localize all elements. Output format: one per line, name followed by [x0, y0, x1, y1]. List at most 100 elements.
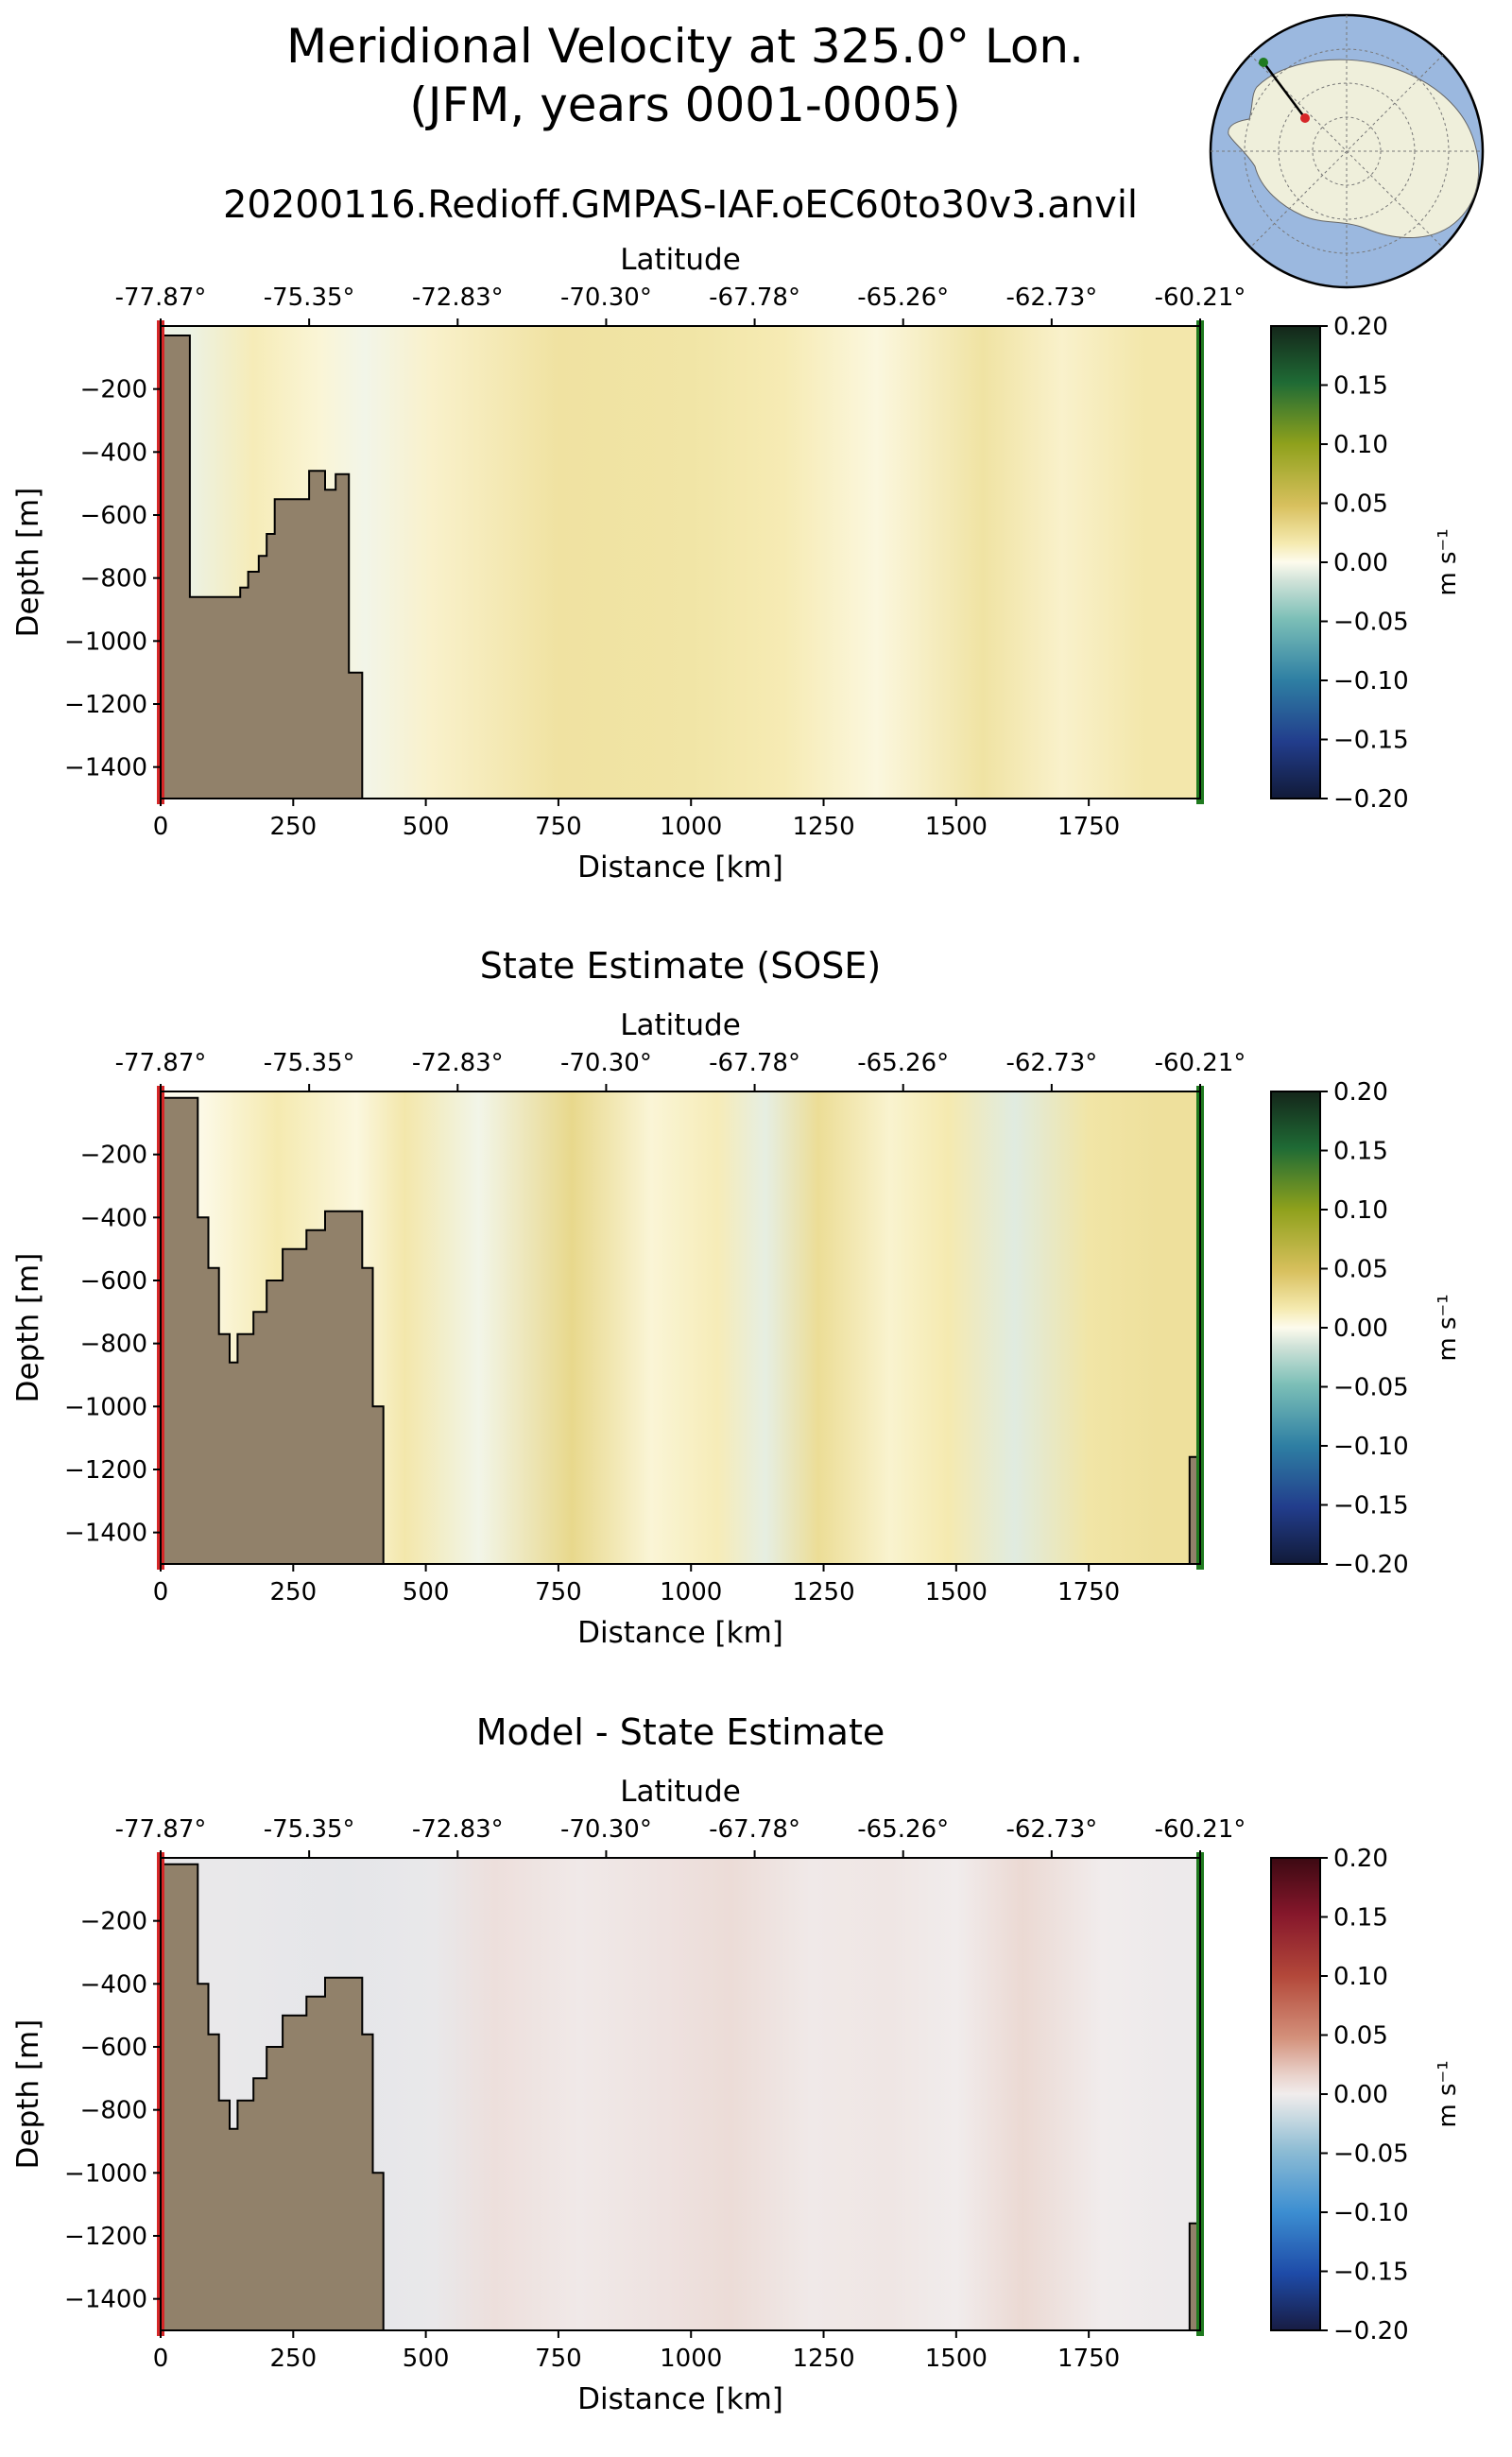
top-tick-label: -60.21° — [1155, 1815, 1246, 1844]
panel-title: Model - State Estimate — [476, 1711, 885, 1753]
colorbar-tick-label: −0.15 — [1333, 2259, 1409, 2287]
colorbar-tick-label: −0.10 — [1333, 1433, 1409, 1461]
x-tick-label: 0 — [153, 1578, 169, 1606]
top-tick-label: -72.83° — [412, 1049, 504, 1077]
y-tick-label: −1400 — [64, 754, 147, 782]
top-axis-label: Latitude — [620, 1008, 741, 1042]
x-tick-label: 750 — [535, 2345, 582, 2373]
y-axis-label: Depth [m] — [11, 488, 45, 638]
top-axis-label: Latitude — [620, 243, 741, 277]
top-tick-label: -62.73° — [1005, 284, 1097, 312]
top-tick-label: -77.87° — [115, 1049, 207, 1077]
bathymetry-shelf — [160, 335, 364, 799]
colorbar — [1270, 1857, 1321, 2331]
top-tick-label: -70.30° — [560, 284, 652, 312]
colorbar-tick-label: 0.05 — [1333, 490, 1388, 519]
x-tick-label: 1250 — [792, 813, 854, 841]
colorbar-tick-label: −0.15 — [1333, 1492, 1409, 1521]
x-tick-label: 1000 — [660, 813, 722, 841]
panel-model: 20200116.Redioff.GMPAS-IAF.oEC60to30v3.a… — [11, 183, 1462, 885]
colorbar — [1270, 325, 1321, 799]
top-axis-label: Latitude — [620, 1775, 741, 1809]
y-tick-label: −400 — [80, 1204, 147, 1232]
bathymetry-shelf — [160, 1863, 385, 2331]
top-tick-label: -62.73° — [1005, 1049, 1097, 1077]
x-tick-label: 500 — [403, 1578, 450, 1606]
top-tick-label: -77.87° — [115, 284, 207, 312]
top-tick-label: -62.73° — [1005, 1815, 1097, 1844]
x-tick-label: 750 — [535, 1578, 582, 1606]
x-tick-label: 500 — [403, 813, 450, 841]
y-tick-label: −800 — [80, 2097, 147, 2125]
colorbar-tick-label: 0.05 — [1333, 1256, 1388, 1284]
colorbar-tick-label: 0.10 — [1333, 1196, 1388, 1225]
top-tick-label: -72.83° — [412, 284, 504, 312]
x-tick-label: 1750 — [1057, 813, 1120, 841]
colorbar-tick-label: 0.00 — [1333, 1314, 1388, 1343]
plot-frame — [160, 1091, 1201, 1565]
top-tick-label: -67.78° — [709, 1049, 800, 1077]
colorbar-tick-label: 0.20 — [1333, 1845, 1388, 1873]
top-tick-label: -75.35° — [264, 1049, 355, 1077]
top-tick-label: -75.35° — [264, 1815, 355, 1844]
inset-map-transect-line — [1262, 61, 1307, 119]
top-tick-label: -77.87° — [115, 1815, 207, 1844]
y-tick-label: −200 — [80, 376, 147, 404]
y-tick-label: −1200 — [64, 1456, 147, 1485]
colorbar-tick-label: 0.20 — [1333, 313, 1388, 341]
colorbar-tick-label: 0.15 — [1333, 1904, 1388, 1933]
top-tick-label: -60.21° — [1155, 284, 1246, 312]
y-tick-label: −1400 — [64, 2286, 147, 2314]
y-tick-label: −600 — [80, 1267, 147, 1296]
colorbar-tick-label: 0.05 — [1333, 2022, 1388, 2051]
y-axis-label: Depth [m] — [11, 2019, 45, 2170]
x-tick-label: 1000 — [660, 2345, 722, 2373]
x-tick-label: 1250 — [792, 2345, 854, 2373]
inset-map-end-marker — [1259, 58, 1268, 67]
top-tick-label: -67.78° — [709, 284, 800, 312]
top-tick-label: -65.26° — [857, 1815, 949, 1844]
x-tick-label: 750 — [535, 813, 582, 841]
y-tick-label: −1400 — [64, 1520, 147, 1548]
colorbar-tick-label: −0.20 — [1333, 1551, 1409, 1579]
top-tick-label: -70.30° — [560, 1815, 652, 1844]
top-tick-label: -65.26° — [857, 284, 949, 312]
colorbar-label: m s⁻¹ — [1434, 2060, 1462, 2127]
colorbar-tick-label: 0.00 — [1333, 549, 1388, 577]
x-tick-label: 250 — [269, 2345, 317, 2373]
y-tick-label: −1000 — [64, 2159, 147, 2188]
y-tick-label: −600 — [80, 2034, 147, 2062]
colorbar-tick-label: 0.00 — [1333, 2081, 1388, 2109]
x-tick-label: 0 — [153, 2345, 169, 2373]
colorbar-tick-label: 0.10 — [1333, 1963, 1388, 1991]
x-tick-label: 0 — [153, 813, 169, 841]
plot-frame — [160, 1857, 1201, 2331]
x-axis-label: Distance [km] — [577, 1616, 783, 1650]
x-tick-label: 500 — [403, 2345, 450, 2373]
panel-difference: Model - State Estimate 0 250 500 750 1000 1250… — [11, 1711, 1462, 2416]
colorbar-tick-label: 0.15 — [1333, 372, 1388, 401]
colorbar-tick-label: −0.20 — [1333, 785, 1409, 814]
y-tick-label: −400 — [80, 1970, 147, 1999]
figure-title-line1: Meridional Velocity at 325.0° Lon. — [286, 19, 1084, 74]
panel-title: State Estimate (SOSE) — [480, 945, 881, 987]
inset-map-antarctica — [1228, 59, 1480, 238]
y-tick-label: −1000 — [64, 627, 147, 656]
top-tick-label: -72.83° — [412, 1815, 504, 1844]
y-tick-label: −800 — [80, 1331, 147, 1359]
colorbar-tick-label: 0.20 — [1333, 1078, 1388, 1107]
x-tick-label: 250 — [269, 813, 317, 841]
x-tick-label: 1500 — [925, 813, 988, 841]
top-tick-label: -67.78° — [709, 1815, 800, 1844]
colorbar-tick-label: 0.10 — [1333, 431, 1388, 459]
colorbar-tick-label: −0.05 — [1333, 1374, 1409, 1402]
top-tick-label: -75.35° — [264, 284, 355, 312]
x-axis-label: Distance [km] — [577, 2382, 783, 2416]
x-tick-label: 1500 — [925, 2345, 988, 2373]
y-tick-label: −1000 — [64, 1393, 147, 1421]
y-tick-label: −1200 — [64, 2223, 147, 2251]
colorbar-tick-label: −0.10 — [1333, 667, 1409, 696]
colorbar-tick-label: −0.05 — [1333, 2140, 1409, 2169]
y-tick-label: −200 — [80, 1908, 147, 1936]
